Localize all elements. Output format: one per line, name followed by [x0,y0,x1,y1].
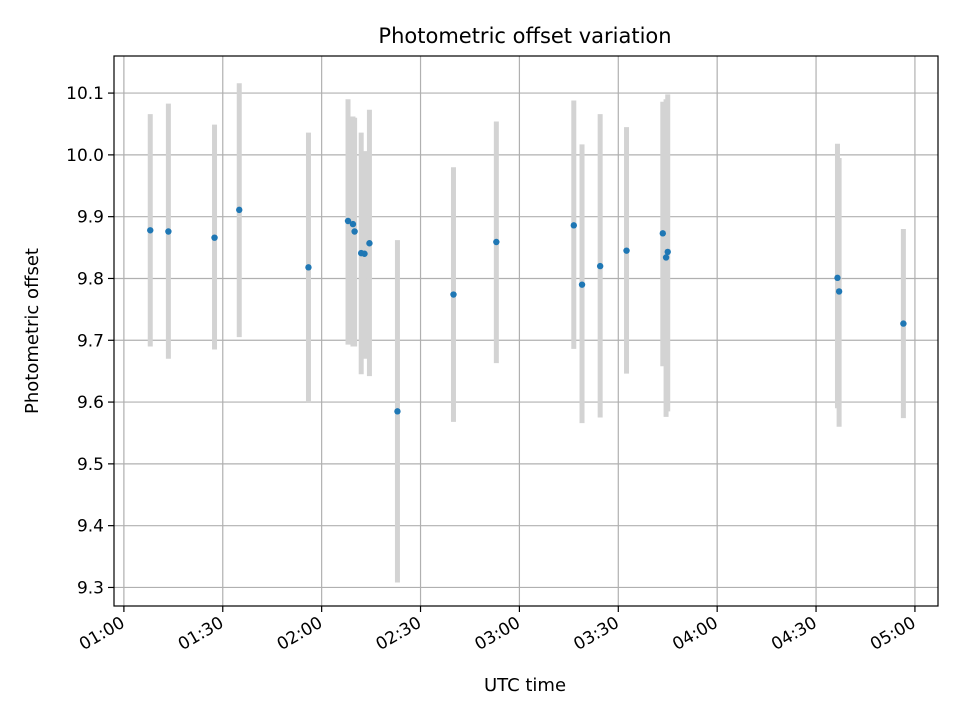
data-point [147,227,154,234]
data-point [659,230,666,237]
y-tick-label: 9.7 [77,331,104,351]
x-tick-label: 02:00 [274,613,326,655]
y-tick-label: 9.4 [77,517,104,537]
error-bars [147,83,906,583]
data-point [349,220,357,228]
plot-frame [113,55,939,607]
x-tick-label: 05:00 [867,613,919,655]
data-point [570,222,577,229]
y-tick-label: 9.9 [77,208,104,228]
data-point [236,206,243,214]
x-tick-label: 04:00 [669,613,721,655]
data-point [493,238,500,246]
data-point [344,217,352,225]
data-point [835,288,843,295]
data-points [147,206,907,415]
grid [114,56,938,606]
x-tick-label: 01:00 [76,613,128,655]
y-tick-label: 9.8 [77,269,104,289]
data-point [596,262,604,270]
x-axis-label: UTC time [484,675,566,696]
chart-title: Photometric offset variation [378,24,671,48]
data-point [394,408,401,415]
x-axis-ticks: 01:00 01:30 02:00 02:30 03:00 03:30 04:00 04:30… [76,606,919,655]
data-point [578,281,586,288]
data-point [664,248,671,256]
y-tick-label: 9.3 [77,578,104,598]
data-point [900,320,907,327]
data-point [351,228,358,235]
data-point [623,247,630,254]
y-tick-label: 9.6 [77,393,104,413]
data-point [165,228,172,235]
x-tick-label: 01:30 [175,613,227,655]
x-tick-label: 03:30 [570,613,622,655]
data-point [450,291,457,298]
x-tick-label: 04:30 [768,613,820,655]
data-point [366,240,373,247]
data-point [361,250,368,257]
x-tick-label: 02:30 [373,613,425,655]
data-point [834,274,841,282]
y-tick-label: 10.0 [66,146,104,166]
y-axis-ticks: 9.3 9.4 9.5 9.6 9.7 9.8 9.9 10.0 10.1 [66,84,114,598]
y-axis-label: Photometric offset [22,248,43,414]
data-point [211,234,218,241]
data-point [662,254,670,261]
y-tick-label: 9.5 [77,455,104,475]
data-point [305,264,312,271]
x-tick-label: 03:00 [471,613,523,655]
y-tick-label: 10.1 [66,84,104,104]
